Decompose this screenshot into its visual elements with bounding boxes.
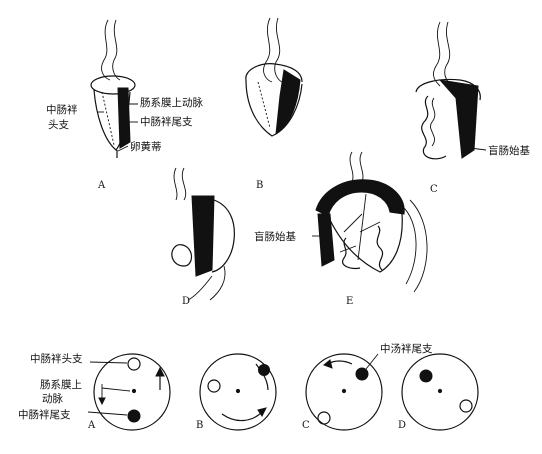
panel-a-drawing bbox=[90, 19, 138, 158]
bottom-panel-label-c: C bbox=[302, 420, 310, 431]
bottom-circle-d bbox=[401, 353, 479, 431]
label-sma-top: 肠系膜上动脉 bbox=[140, 96, 203, 109]
label-bottom-tail-branch-a: 中肠袢尾支 bbox=[18, 408, 71, 421]
bottom-panel-label-a: A bbox=[87, 420, 96, 431]
label-yolk-stalk: 卵黄蒂 bbox=[130, 140, 162, 153]
panel-d-drawing bbox=[171, 167, 235, 301]
bottom-circle-b bbox=[199, 353, 277, 431]
panel-c-drawing bbox=[415, 21, 487, 160]
label-midgut-tail-branch-top: 中肠袢尾支 bbox=[140, 115, 193, 128]
label-midgut-head-branch-2: 头支 bbox=[48, 119, 69, 131]
bottom-panel-label-d: D bbox=[398, 420, 406, 431]
panel-e-drawing bbox=[312, 151, 428, 293]
label-cecal-bud-c: 盲肠始基 bbox=[488, 144, 530, 157]
label-bottom-sma-1: 肠系膜上 bbox=[40, 379, 82, 391]
top-panel-label-b: B bbox=[256, 180, 263, 191]
bottom-circle-a bbox=[93, 353, 171, 431]
label-bottom-tail-branch-c: 中汤袢尾支 bbox=[380, 342, 433, 355]
label-bottom-sma-2: 动脉 bbox=[42, 392, 63, 405]
bottom-a-leaders bbox=[87, 361, 131, 416]
top-panel-label-a: A bbox=[97, 180, 106, 191]
top-panel-label-c: C bbox=[430, 184, 438, 195]
label-midgut-head-branch-1: 中肠袢 bbox=[46, 103, 78, 116]
label-bottom-head-branch: 中肠袢头支 bbox=[30, 352, 83, 365]
panel-b-drawing bbox=[245, 17, 303, 137]
bottom-panel-label-b: B bbox=[196, 420, 203, 431]
top-panel-label-e: E bbox=[346, 296, 353, 307]
label-cecal-bud-e: 盲肠始基 bbox=[254, 230, 296, 243]
bottom-circle-c bbox=[305, 353, 383, 431]
top-panel-label-d: D bbox=[182, 296, 190, 307]
